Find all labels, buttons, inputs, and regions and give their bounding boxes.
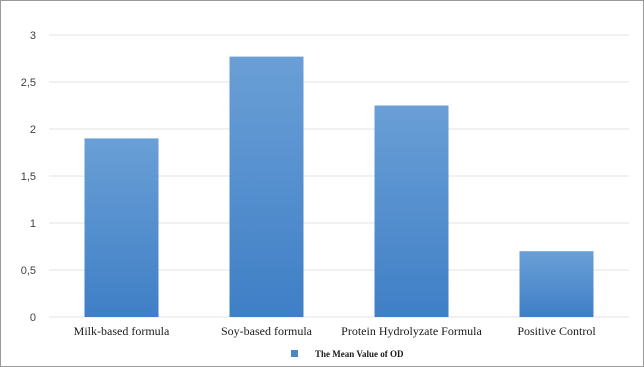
x-category-label: Protein Hydrolyzate Formula <box>341 324 482 338</box>
y-tick-label: 0,5 <box>21 265 36 277</box>
bar <box>519 251 594 317</box>
y-tick-label: 1,5 <box>21 171 36 183</box>
bar <box>374 105 449 317</box>
x-category-label: Soy-based formula <box>221 324 313 338</box>
y-tick-label: 2,5 <box>21 77 36 89</box>
x-axis-category-labels: Milk-based formula Soy-based formula Prote… <box>74 324 597 338</box>
bar <box>84 138 159 317</box>
x-category-label: Positive Control <box>517 324 596 338</box>
y-tick-label: 1 <box>30 218 36 230</box>
legend-label: The Mean Value of OD <box>315 349 404 359</box>
x-category-label: Milk-based formula <box>74 324 170 338</box>
y-tick-label: 3 <box>30 30 36 42</box>
y-tick-label: 0 <box>30 312 36 324</box>
legend-swatch <box>291 350 298 357</box>
legend: The Mean Value of OD <box>291 349 404 359</box>
y-axis-tick-labels: 0 0,5 1 1,5 2 2,5 3 <box>21 30 36 324</box>
y-tick-label: 2 <box>30 124 36 136</box>
bars <box>84 56 594 318</box>
bar <box>229 56 304 318</box>
